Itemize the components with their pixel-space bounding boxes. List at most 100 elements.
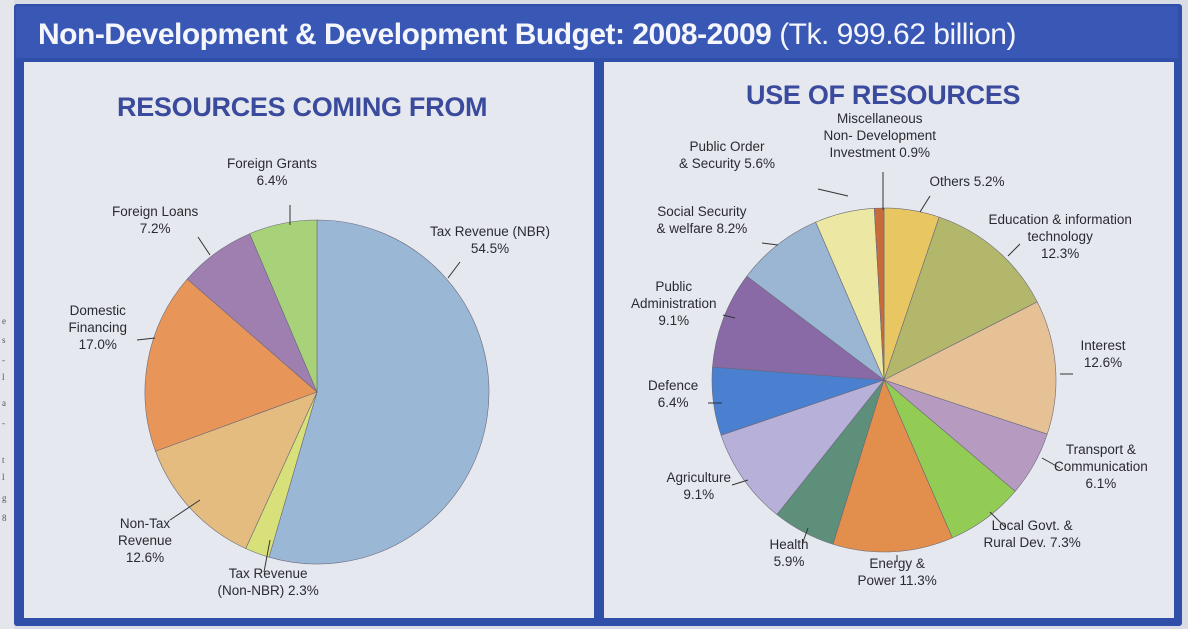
label-line: technology [1027,229,1093,244]
leader-line [197,236,211,256]
label-line: 5.9% [773,554,805,569]
pie-label-public-order-security: Public Order & Security 5.6% [679,138,775,172]
edge-fragment: a [2,398,6,408]
pie-slice-non-tax-revenue [155,391,318,549]
label-line: Agriculture [666,470,732,485]
label-line: Education & information [988,212,1132,227]
leader-line [136,337,156,341]
label-line: 6.1% [1085,476,1117,491]
leader-line [761,242,779,246]
label-line: Communication [1054,459,1148,474]
label-line: Foreign Loans [112,204,199,219]
leader-line [802,527,809,543]
label-line: Foreign Grants [227,156,318,171]
pie-label-tax-revenue-nbr: Tax Revenue (NBR) 54.5% [430,223,550,257]
pie-label-local-govt-rural-dev: Local Govt. & Rural Dev. 7.3% [984,517,1081,551]
edge-fragment: g [2,493,7,503]
label-line: 6.4% [657,395,689,410]
pie-label-domestic-financing: Domestic Financing 17.0% [69,302,128,353]
edge-fragment: l [2,372,5,382]
label-line: 6.4% [256,173,288,188]
label-line: Non- Development [823,128,937,143]
pie-slice-miscellaneous-non-development-investment [873,207,885,381]
label-line: 12.3% [1041,246,1080,261]
adjacent-page-margin [0,0,14,629]
pie-label-social-security-welfare: Social Security & welfare 8.2% [657,203,748,237]
leader-line [447,261,461,279]
pie-label-health: Health 5.9% [770,536,809,570]
label-line: Tax Revenue [228,566,308,581]
label-line: 12.6% [125,550,165,565]
pie-label-foreign-grants: Foreign Grants 6.4% [227,155,317,189]
pie-slice-tax-revenue-nbr [268,219,490,565]
pie-slice-interest [883,301,1057,435]
infographic-title: Non-Development & Development Budget: 20… [38,18,1016,52]
label-line: Health [769,537,809,552]
pie-slice-public-administration [712,275,885,381]
leader-line [722,314,736,319]
pie-label-miscellaneous-non-development-investment: Miscellaneous Non- Development Investment … [824,110,937,161]
leader-line [1007,243,1021,257]
label-line: Administration [631,296,717,311]
pie-label-education-information-technology: Education & information technology 12.3% [989,211,1132,262]
leader-line [919,195,931,213]
pie-slice-foreign-grants [249,219,318,393]
label-line: Others 5.2% [929,174,1005,189]
edge-fragment: e [2,316,6,326]
pie-label-energy-power: Energy & Power 11.3% [858,555,937,589]
label-line: Public [655,279,693,294]
label-line: Local Govt. & [991,518,1073,533]
label-line: Investment 0.9% [829,145,931,160]
label-line: 9.1% [658,313,690,328]
pie-slice-agriculture [720,379,885,515]
label-line: Revenue [118,533,173,548]
pie-slice-education-information-technology [883,216,1038,381]
leader-line [731,479,749,486]
pie-label-public-administration: Public Administration 9.1% [631,278,717,329]
edge-fragment: s [2,335,6,345]
label-line: 9.1% [683,487,715,502]
pie-label-non-tax-revenue: Non-Tax Revenue 12.6% [118,515,172,566]
label-line: Financing [68,320,128,335]
pie-label-defence: Defence 6.4% [648,377,698,411]
edge-fragment: 8 [2,513,7,523]
pie-slice-domestic-financing [144,278,318,452]
leader-line [989,511,1006,528]
title-total: (Tk. 999.62 billion) [779,18,1016,51]
label-line: Power 11.3% [857,573,937,588]
label-line: Social Security [657,204,747,219]
label-line: Public Order [689,139,765,154]
label-line: Non-Tax [119,516,171,531]
edge-fragment: - [2,418,5,428]
pie-label-interest: Interest 12.6% [1081,337,1126,371]
label-line: Rural Dev. 7.3% [983,535,1081,550]
label-line: Miscellaneous [837,111,923,126]
leader-line [1041,457,1061,469]
edge-fragment: - [2,355,5,365]
label-line: 12.6% [1083,355,1123,370]
pie-label-foreign-loans: Foreign Loans 7.2% [112,203,198,237]
label-line: 17.0% [78,337,117,352]
label-line: 7.2% [139,221,171,236]
uses-chart-title: USE OF RESOURCES [746,80,1021,110]
label-line: Defence [648,378,699,393]
label-line: & welfare 8.2% [656,221,748,236]
label-line: (Non-NBR) 2.3% [217,583,319,598]
leader-line [169,499,201,521]
label-line: Energy & [869,556,925,571]
edge-fragment: l [2,472,5,482]
label-line: Tax Revenue (NBR) [430,224,551,239]
resources-chart-title: RESOURCES COMING FROM [117,92,488,122]
leader-line [817,188,849,197]
title-main: Non-Development & Development Budget: 20… [38,18,772,51]
label-line: Interest [1080,338,1126,353]
pie-label-agriculture: Agriculture 9.1% [667,469,732,503]
label-line: & Security 5.6% [679,156,776,171]
pie-slice-energy-power [832,379,953,553]
pie-label-transport-communication: Transport & Communication 6.1% [1054,441,1148,492]
label-line: Domestic [69,303,126,318]
pie-label-others: Others 5.2% [930,173,1005,190]
label-line: 54.5% [470,241,510,256]
pie-label-tax-revenue-non-nbr: Tax Revenue (Non-NBR) 2.3% [218,565,319,599]
